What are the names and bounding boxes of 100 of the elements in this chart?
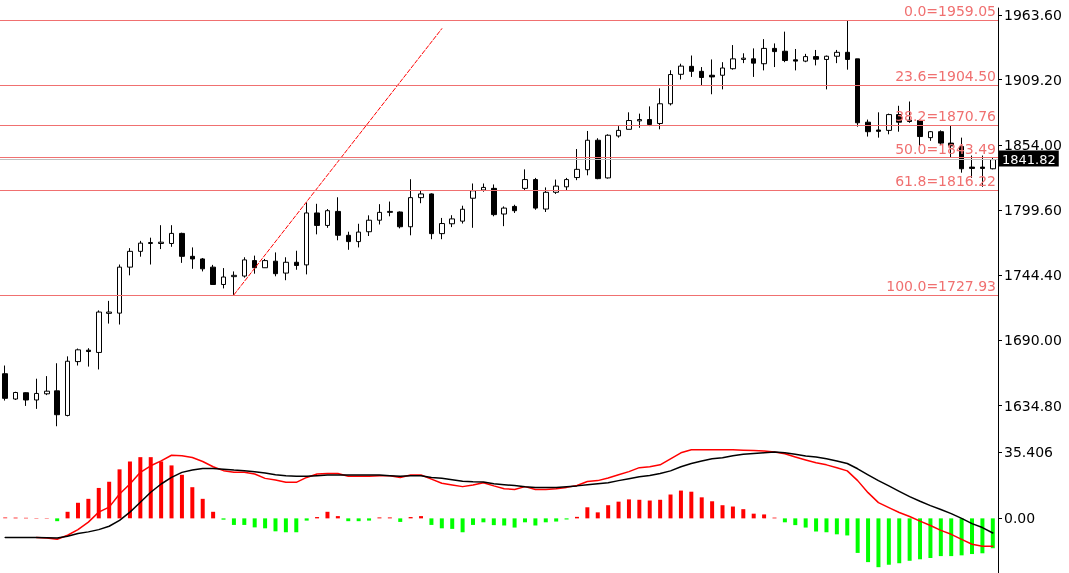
bar — [793, 518, 798, 526]
candlestick — [273, 251, 278, 277]
candlestick — [356, 223, 361, 248]
candlestick — [616, 125, 621, 139]
candlestick — [314, 203, 320, 235]
candlestick — [772, 42, 777, 68]
bar — [481, 518, 486, 523]
bar — [117, 469, 122, 519]
candlestick — [876, 111, 881, 139]
candlestick — [626, 111, 632, 130]
bar — [398, 518, 403, 522]
candlestick — [761, 38, 767, 71]
candlestick — [730, 44, 736, 71]
candlestick — [938, 129, 944, 146]
bar — [273, 518, 278, 532]
bar — [970, 518, 975, 555]
candlestick — [387, 201, 393, 217]
candlestick — [54, 362, 60, 427]
bar — [231, 518, 236, 525]
bar — [429, 518, 434, 525]
candlestick — [574, 148, 580, 181]
candlestick — [231, 270, 237, 296]
bar — [242, 518, 247, 525]
candlestick — [491, 183, 497, 217]
bar — [959, 518, 964, 556]
candlestick — [86, 347, 91, 368]
candlestick — [928, 130, 933, 142]
bar — [897, 518, 902, 564]
bar — [699, 497, 704, 519]
y-tick-label: 0.00 — [1004, 510, 1036, 527]
candlestick — [44, 375, 50, 396]
bar — [834, 518, 839, 535]
candlestick — [96, 309, 102, 370]
candlestick — [741, 52, 746, 64]
bar — [96, 487, 101, 519]
y-tick-label: 1963.60 — [1004, 6, 1062, 23]
bar — [949, 518, 954, 557]
candlestick — [678, 63, 684, 81]
candlestick — [397, 210, 403, 229]
bar — [138, 457, 143, 519]
candlestick — [637, 113, 642, 129]
bar — [283, 518, 288, 533]
bar — [928, 518, 933, 558]
bar — [211, 511, 216, 519]
y-tick-label: 1799.60 — [1004, 201, 1062, 218]
bar — [637, 499, 642, 519]
candlestick — [65, 355, 70, 417]
bar — [845, 518, 850, 536]
bar — [159, 461, 164, 519]
candlestick — [709, 58, 715, 95]
candlestick — [501, 205, 507, 227]
candlestick — [481, 182, 486, 193]
candlestick — [200, 257, 205, 272]
bar — [55, 518, 60, 522]
bar — [689, 491, 694, 519]
bar — [866, 518, 871, 563]
bar — [720, 505, 725, 519]
y-tick-label: 1909.20 — [1004, 71, 1062, 88]
candlestick — [283, 256, 289, 281]
candlestick — [262, 258, 268, 269]
candlestick — [346, 231, 351, 251]
y-tick-label: 1690.00 — [1004, 331, 1062, 348]
candlestick — [23, 391, 29, 407]
candlestick — [2, 365, 8, 402]
bar — [626, 499, 631, 519]
bar — [502, 518, 507, 526]
candlestick — [990, 157, 996, 170]
candlestick — [522, 168, 528, 191]
bar — [855, 518, 860, 553]
candlestick — [668, 69, 673, 106]
bar — [814, 518, 819, 532]
bar — [107, 481, 112, 519]
ref-line-label: 100.0=1727.93 — [886, 277, 996, 294]
y-tick-label: 1744.40 — [1004, 267, 1062, 284]
candlestick — [304, 202, 309, 275]
bar — [512, 518, 517, 528]
candlestick — [460, 205, 465, 225]
bar — [918, 518, 923, 560]
candlestick — [127, 247, 133, 276]
bar — [616, 501, 621, 519]
candlestick — [366, 214, 372, 237]
candlestick — [439, 217, 445, 240]
candlestick — [533, 177, 538, 211]
candlestick — [470, 182, 476, 229]
candlestick — [148, 237, 153, 266]
candlestick — [813, 49, 819, 66]
candlestick — [242, 256, 247, 279]
bar — [647, 500, 652, 519]
bar — [252, 518, 257, 528]
candlestick — [647, 105, 652, 127]
candlestick — [845, 19, 850, 71]
y-tick-label: 35.406 — [1004, 443, 1054, 460]
bar — [730, 506, 735, 519]
candlestick — [190, 246, 195, 270]
bar — [938, 518, 943, 557]
candlestick — [512, 204, 517, 214]
candlestick — [699, 66, 704, 87]
bar — [367, 518, 372, 521]
candlestick — [335, 196, 341, 241]
candlestick — [720, 61, 725, 90]
